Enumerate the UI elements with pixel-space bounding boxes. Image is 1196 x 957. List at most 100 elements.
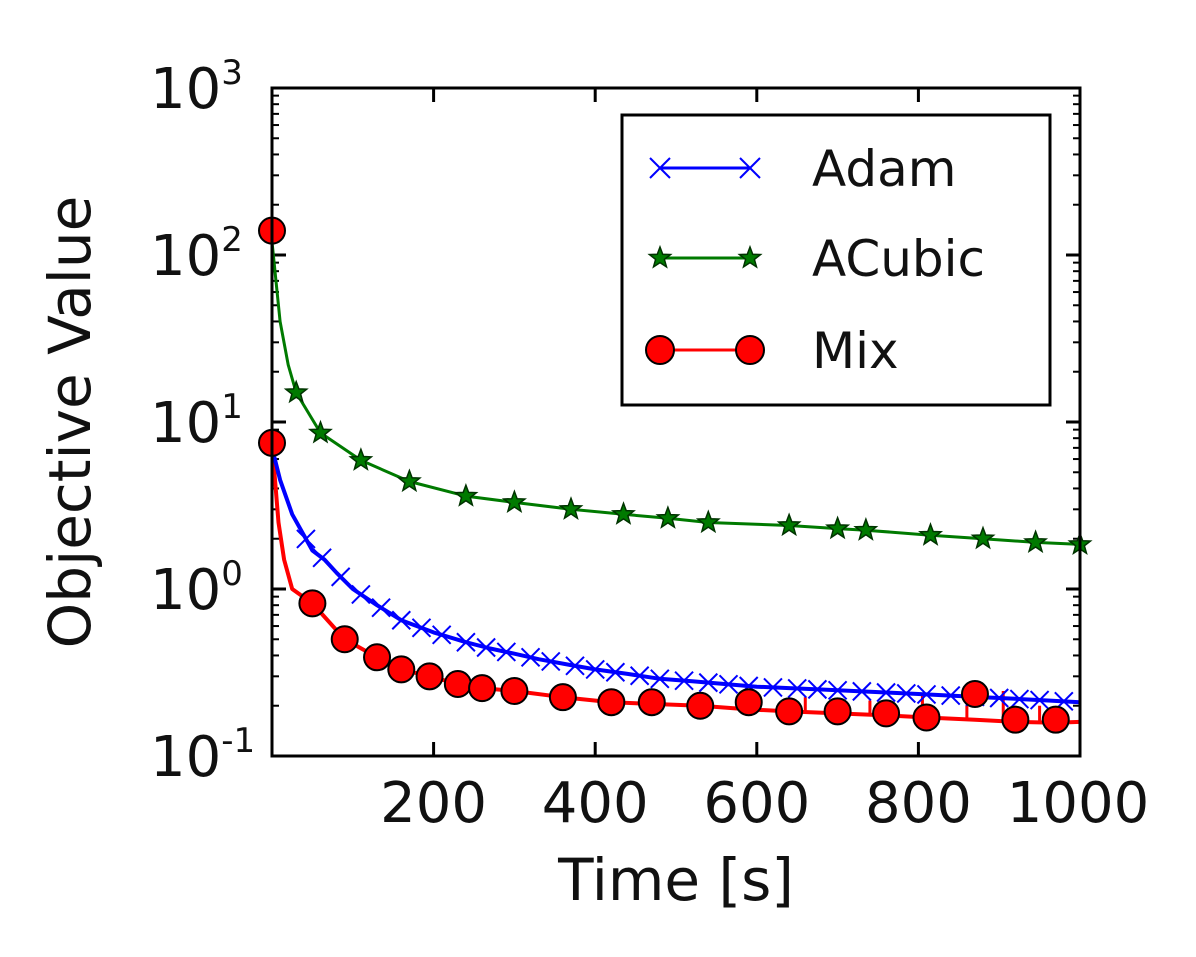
adam-marker (989, 688, 1009, 708)
mix-marker (823, 697, 852, 726)
mix-marker (1001, 705, 1030, 734)
adam-marker (371, 597, 391, 618)
adam-marker (296, 529, 316, 549)
adam-marker (1029, 690, 1050, 710)
acubic-marker (825, 515, 851, 540)
acubic-marker (348, 447, 374, 471)
mix-marker (637, 688, 666, 717)
plot-frame (270, 86, 1082, 758)
legend: Adam ACubic Mix (620, 113, 1052, 407)
legend-entry-adam: Adam (649, 140, 956, 198)
acubic-marker (558, 496, 584, 520)
adam-marker (718, 674, 739, 695)
mix-marker (468, 674, 497, 703)
legend-entry-mix: Mix (645, 322, 899, 380)
adam-marker (763, 677, 783, 698)
adam-marker (916, 684, 937, 705)
mix-marker (872, 699, 901, 728)
legend-marker (647, 244, 673, 269)
adam-marker (520, 647, 541, 668)
legend-marker (739, 157, 761, 179)
y-tick-label: 103 (150, 53, 243, 122)
adam-marker (541, 651, 561, 672)
x-tick-label: 400 (542, 771, 649, 836)
legend-label: ACubic (812, 230, 985, 288)
adam-marker (650, 669, 670, 689)
legend-label: Adam (812, 140, 956, 198)
legend-entry-acubic: ACubic (647, 230, 985, 288)
adam-marker (456, 632, 476, 652)
legend-marker (649, 157, 671, 179)
y-tick-label: 100 (150, 554, 243, 623)
adam-marker (496, 642, 517, 662)
legend-box (620, 113, 1052, 407)
acubic-marker (501, 489, 527, 514)
mix-marker (363, 643, 392, 672)
adam-marker (674, 670, 694, 691)
adam-marker (585, 659, 605, 680)
y-tick-label: 10-1 (150, 721, 255, 790)
adam-marker (411, 618, 432, 638)
adam-marker (941, 685, 961, 706)
adam-marker (351, 584, 371, 605)
adam-marker (565, 656, 585, 676)
acubic-marker (610, 501, 636, 525)
acubic-marker (918, 522, 944, 546)
mix-marker (500, 677, 529, 706)
adam-marker (330, 567, 351, 587)
x-tick-label: 600 (703, 771, 810, 836)
x-tick-label: 800 (865, 771, 972, 836)
mix-marker (1041, 705, 1070, 734)
acubic-marker (695, 509, 721, 534)
legend-label: Mix (812, 322, 899, 380)
series-layer (258, 216, 1093, 734)
acubic-marker (283, 379, 309, 404)
adam-marker (1009, 689, 1030, 709)
acubic-marker (396, 468, 422, 493)
adam-marker (896, 683, 916, 704)
adam-marker (852, 681, 872, 702)
adam-marker (476, 637, 496, 658)
adam-marker (787, 678, 807, 699)
mix-marker (597, 688, 626, 717)
mix-marker (912, 703, 941, 732)
mix-marker (330, 625, 359, 654)
adam-marker (698, 672, 719, 693)
mix-marker (548, 683, 577, 712)
acubic-marker (853, 517, 879, 541)
adam-marker (629, 666, 650, 686)
mix-marker (298, 589, 327, 618)
acubic-marker (453, 482, 479, 507)
legend-marker (737, 244, 763, 269)
adam-marker (312, 548, 332, 568)
x-tick-label: 1000 (1007, 771, 1150, 836)
adam-marker (807, 679, 828, 700)
mix-marker (960, 680, 989, 709)
mix-marker (734, 688, 763, 717)
adam-marker (827, 680, 848, 700)
mix-marker (443, 669, 472, 698)
mix-marker (775, 697, 804, 726)
legend-marker (735, 335, 765, 365)
y-ticks: 10-1 100 101 102 103 (150, 53, 1080, 790)
acubic-marker (970, 525, 996, 550)
acubic-marker (1023, 529, 1049, 554)
y-tick-label: 101 (150, 387, 243, 456)
mix-marker (415, 662, 444, 691)
y-axis-label: Objective Value (36, 196, 104, 649)
acubic-marker (307, 419, 333, 444)
adam-marker (391, 610, 411, 630)
mix-marker (686, 691, 715, 720)
adam-marker (431, 625, 452, 645)
x-tick-label: 200 (380, 771, 487, 836)
acubic-marker (776, 512, 802, 537)
acubic-marker (655, 505, 681, 529)
adam-marker (876, 682, 896, 703)
mix-marker (387, 655, 416, 684)
y-tick-label: 102 (150, 220, 243, 289)
adam-marker (605, 662, 626, 682)
legend-marker (645, 335, 675, 365)
x-axis-label: Time [s] (557, 846, 794, 914)
x-ticks: 200 400 600 800 1000 (380, 88, 1149, 836)
